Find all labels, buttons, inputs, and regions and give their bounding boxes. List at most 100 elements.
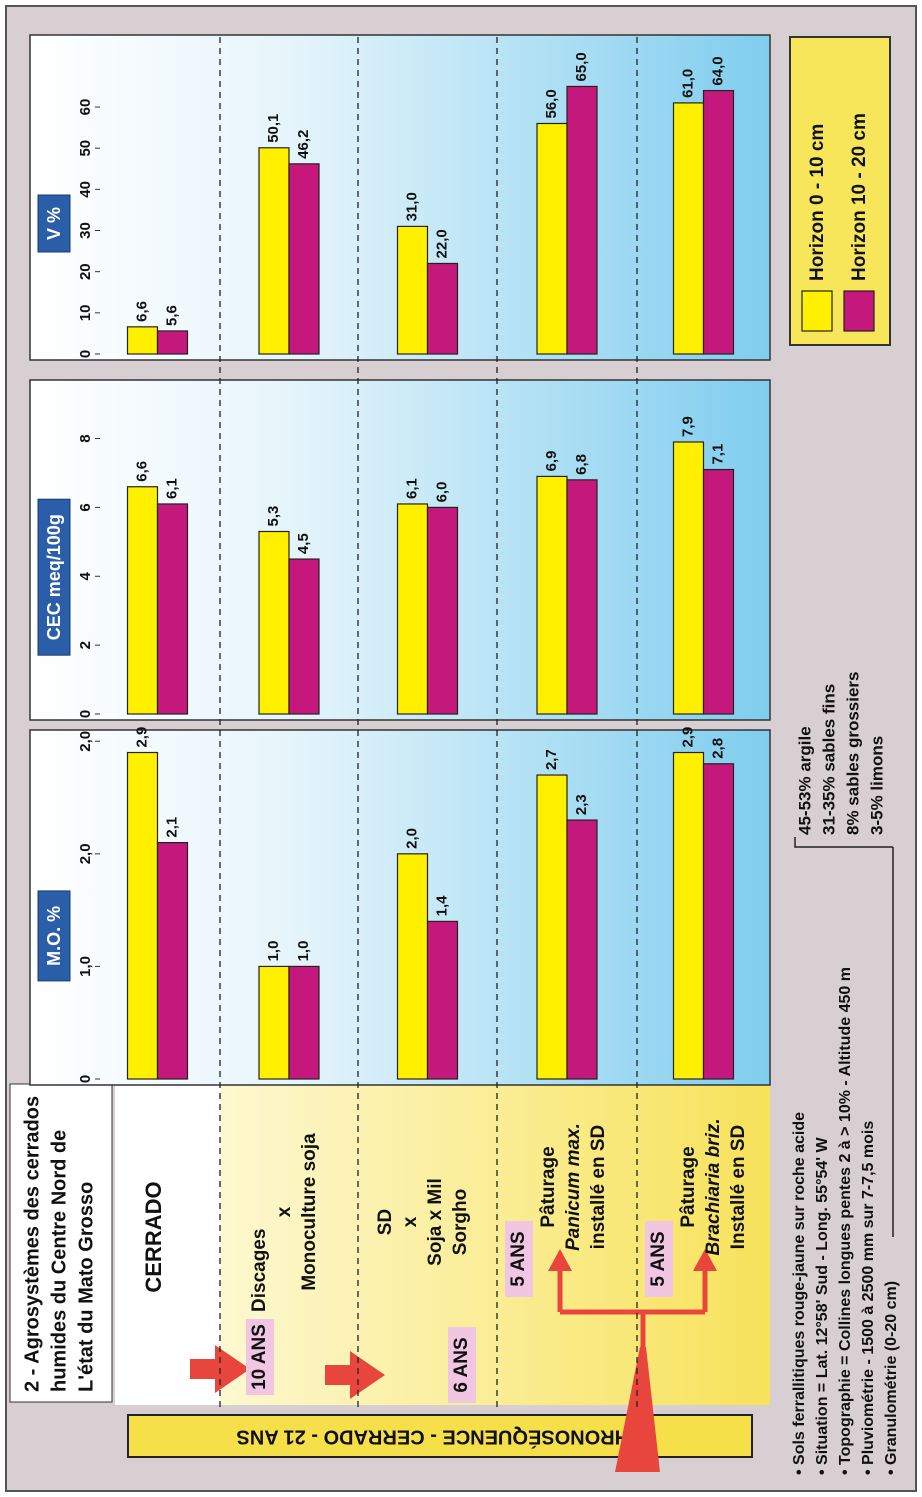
bar [426,506,459,715]
x-tick-label: 10 [77,304,94,321]
row-label-line: Brachiaria briz. [703,1118,724,1255]
arrow-head [548,1249,572,1271]
bar [258,530,290,715]
bar [672,441,705,715]
bar [396,853,429,1080]
bar [126,751,159,1080]
legend-swatch [843,290,875,332]
data-label: 1,4 [433,895,450,917]
x-tick-label: 50 [77,140,94,157]
x-tick-label: 8 [77,434,94,442]
granulometry-line: 8% sables grossiers [843,672,862,835]
bar [156,503,189,715]
bar [672,751,705,1080]
bar [426,920,459,1080]
data-label: 6,6 [133,461,150,482]
bar [702,763,735,1080]
x-tick-label: 2,0 [77,843,94,864]
bar [156,841,189,1080]
data-label: 61,0 [679,69,696,98]
row-label-line: Discages [249,1229,270,1312]
split-arrows [557,1269,708,1347]
x-tick-label: 20 [77,263,94,280]
duration-label: 5 ANS [508,1231,529,1286]
bar [672,102,705,355]
row-label-line: CERRADO [141,1181,166,1292]
duration-box [645,1221,673,1297]
legend-label: Horizon 0 - 10 cm [807,124,828,281]
axis-title-box [37,194,71,253]
duration-label: 5 ANS [648,1231,669,1286]
duration-label: 10 ANS [249,1324,270,1390]
row-label-line: x [274,1206,295,1217]
duration-label: 6 ANS [451,1337,472,1392]
bar [566,819,598,1080]
bar [702,89,735,355]
granulometry-line: 3-5% limons [867,736,886,835]
data-label: 6,9 [543,451,560,472]
x-tick-label: 40 [77,181,94,198]
arrow-lines [557,1269,708,1347]
bar [396,225,429,355]
title-line: humides du Centre Nord de [48,1130,70,1392]
row-label-line: Panicum max. [563,1123,584,1251]
axis-title: CEC meq/100g [44,514,64,640]
bar [288,965,320,1080]
note-line: • Granulométrie (0-20 cm) [883,1281,900,1475]
row-label-line: installé en SD [588,1125,609,1250]
data-label: 50,1 [265,114,282,143]
axis-title-box [37,890,71,982]
x-tick-label: 0 [77,1075,94,1083]
bar [288,163,320,355]
bar [536,122,568,355]
bar [426,262,459,355]
data-label: 6,6 [133,301,150,322]
note-line: • Situation = Lat. 12°58' Sud - Long. 55… [814,1136,831,1475]
title-line: 2 - Agrosystèmes des cerrados [21,1096,43,1392]
bar [258,147,290,355]
x-tick-label: 0 [77,710,94,718]
x-tick-label: 4 [77,571,94,580]
row-label-line: SD [375,1209,396,1235]
data-label: 6,0 [433,482,450,503]
x-tick-label: 1,0 [77,956,94,977]
granulometry-line: 31-35% sables fins [819,684,838,835]
note-line: • Topographie = Collines longues pentes … [837,967,854,1475]
granulometry-line: 45-53% argile [795,726,814,835]
data-label: 2,9 [133,727,150,748]
data-label: 4,5 [295,533,312,554]
x-tick-label: 6 [77,503,94,511]
x-tick-label: 0 [77,350,94,358]
duration-box [448,1327,476,1403]
data-label: 46,2 [295,130,312,159]
row-label-line: Sorgho [450,1189,471,1256]
axis-title: V % [44,207,64,240]
arrow-head [693,1249,717,1271]
row-label-line: x [400,1216,421,1227]
wedge [615,1347,660,1472]
row-label-line: Soja x Mil [425,1178,446,1266]
legend-label: Horizon 10 - 20 cm [849,113,870,281]
axis-title-box [37,498,71,656]
note-line: • Pluviométrie - 1500 à 2500 mm sur 7-7,… [860,1121,877,1475]
data-label: 2,7 [543,749,560,770]
data-label: 6,1 [163,478,180,499]
row-label-line: Installé en SD [728,1125,749,1250]
row-label-line: Pâturage [678,1146,699,1227]
data-label: 6,8 [573,454,590,475]
x-tick-label: 60 [77,99,94,116]
bar [566,85,598,355]
data-label: 7,9 [679,416,696,437]
duration-box [246,1319,274,1395]
bar [156,330,189,355]
bar [702,468,735,715]
data-label: 1,0 [265,941,282,962]
x-tick-label: 2,0 [77,731,94,752]
arrow-heads [548,1249,717,1271]
bar [258,965,290,1080]
bar [126,486,159,715]
sequence-label: CHRONOSÉQUENCE - CERRADO - 21 ANS [236,1426,643,1449]
data-label: 2,0 [403,828,420,849]
duration-box [505,1221,533,1297]
